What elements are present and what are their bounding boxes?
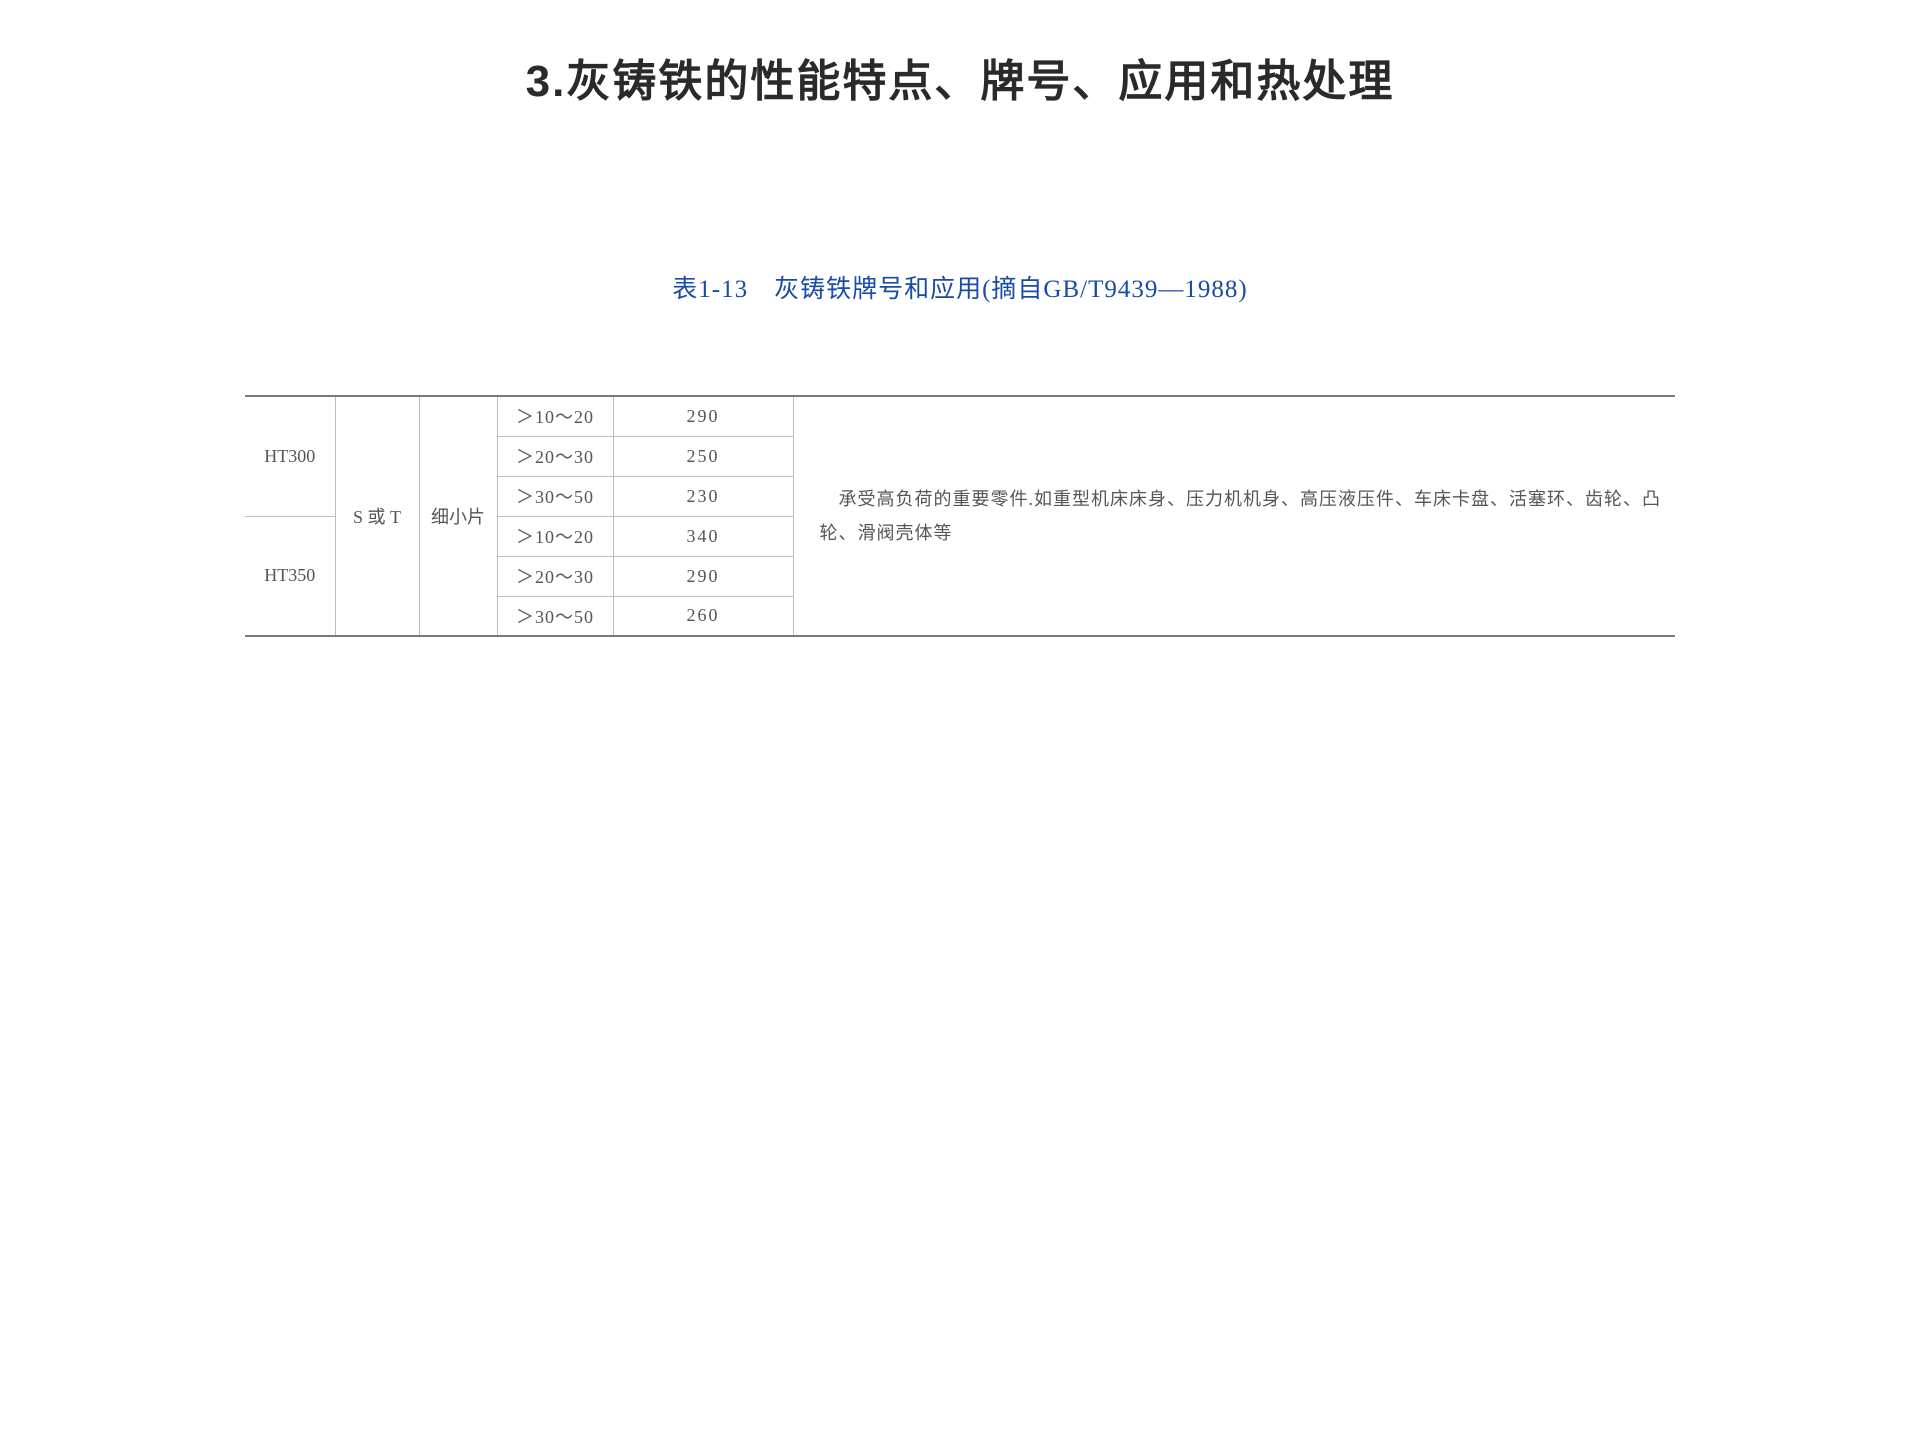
structure-cell: S 或 T [335, 396, 419, 636]
range-cell: ＞20～30 [497, 556, 613, 596]
table-row: HT300 S 或 T 细小片 ＞10～20 290 承受高负荷的重要零件.如重… [245, 396, 1675, 436]
grades-table: HT300 S 或 T 细小片 ＞10～20 290 承受高负荷的重要零件.如重… [245, 395, 1675, 637]
grade-cell: HT350 [245, 516, 335, 636]
value-cell: 340 [613, 516, 793, 556]
grade-cell: HT300 [245, 396, 335, 516]
value-cell: 260 [613, 596, 793, 636]
range-cell: ＞30～50 [497, 476, 613, 516]
description-cell: 承受高负荷的重要零件.如重型机床床身、压力机机身、高压液压件、车床卡盘、活塞环、… [793, 396, 1675, 636]
flake-cell: 细小片 [419, 396, 497, 636]
value-cell: 290 [613, 556, 793, 596]
value-cell: 250 [613, 436, 793, 476]
range-cell: ＞10～20 [497, 516, 613, 556]
value-cell: 290 [613, 396, 793, 436]
value-cell: 230 [613, 476, 793, 516]
range-cell: ＞10～20 [497, 396, 613, 436]
range-cell: ＞20～30 [497, 436, 613, 476]
range-cell: ＞30～50 [497, 596, 613, 636]
table-caption: 表1-13 灰铸铁牌号和应用(摘自GB/T9439—1988) [0, 269, 1920, 305]
table-container: HT300 S 或 T 细小片 ＞10～20 290 承受高负荷的重要零件.如重… [245, 395, 1675, 637]
page-title: 3.灰铸铁的性能特点、牌号、应用和热处理 [0, 0, 1920, 109]
